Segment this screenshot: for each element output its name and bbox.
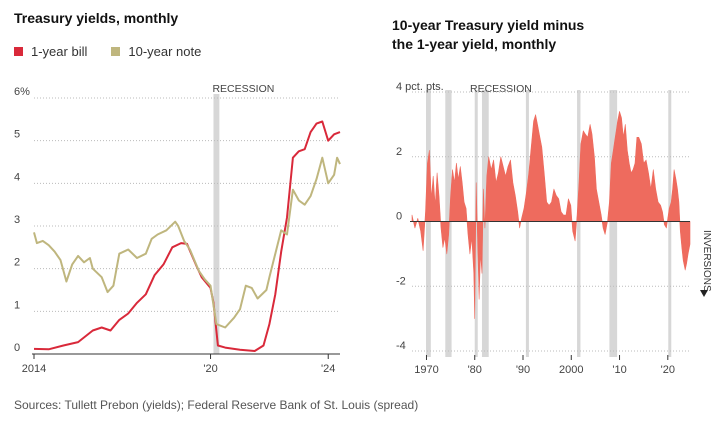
legend-swatch-1-year-bill	[14, 47, 23, 56]
left-y-tick-label: 0	[14, 342, 20, 354]
right-recession-band	[474, 90, 478, 357]
right-x-tick-label: '20	[661, 364, 675, 376]
right-recession-band	[609, 90, 618, 357]
series-line-10-year-note	[33, 156, 341, 329]
inversions-label: INVERSIONS	[701, 230, 712, 292]
left-y-tick-label: 4	[14, 171, 20, 183]
right-y-tick-label: 4 pct. pts.	[396, 81, 444, 93]
right-x-tick-label: '90	[516, 364, 530, 376]
source-note: Sources: Tullett Prebon (yields); Federa…	[14, 398, 419, 412]
right-x-tick-label: '80	[468, 364, 482, 376]
inversions-arrow-icon	[700, 290, 708, 297]
left-recession-band	[213, 94, 220, 354]
left-x-tick-label: '20	[203, 363, 217, 375]
right-recession-band	[525, 90, 529, 357]
left-chart-title: Treasury yields, monthly	[14, 10, 179, 26]
right-recession-band	[668, 90, 672, 357]
right-y-tick-label: 0	[396, 211, 402, 223]
right-chart-title-line1: 10-year Treasury yield minus	[392, 17, 585, 33]
spread-area	[411, 111, 691, 319]
right-x-tick-label: 1970	[414, 364, 438, 376]
left-y-tick-label: 2	[14, 257, 20, 269]
legend-item-1-year-bill: 1-year bill	[14, 44, 87, 59]
left-y-tick-label: 1	[14, 299, 20, 311]
series-line-1-year-bill	[33, 120, 341, 352]
right-x-tick-label: 2000	[559, 364, 583, 376]
left-recession-label: RECESSION	[212, 83, 274, 95]
left-chart-legend: 1-year bill 10-year note	[14, 44, 225, 59]
right-y-tick-label: -4	[396, 340, 406, 352]
left-y-tick-label: 3	[14, 214, 20, 226]
right-y-tick-label: 2	[396, 146, 402, 158]
right-recession-label: RECESSION	[470, 83, 532, 95]
right-y-tick-label: -2	[396, 275, 406, 287]
right-x-tick-label: '10	[612, 364, 626, 376]
left-y-tick-label: 5	[14, 129, 20, 141]
left-y-tick-label: 6%	[14, 86, 30, 98]
right-recession-band	[425, 90, 431, 357]
left-x-tick-label: 2014	[22, 363, 46, 375]
legend-label-1-year-bill: 1-year bill	[31, 44, 88, 59]
legend-swatch-10-year-note	[111, 47, 121, 56]
right-recession-band	[577, 90, 581, 357]
legend-label-10-year-note: 10-year note	[128, 44, 202, 59]
right-chart-title-line2: the 1-year yield, monthly	[392, 36, 557, 52]
left-x-tick-label: '24	[321, 363, 335, 375]
legend-item-10-year-note: 10-year note	[111, 44, 201, 59]
